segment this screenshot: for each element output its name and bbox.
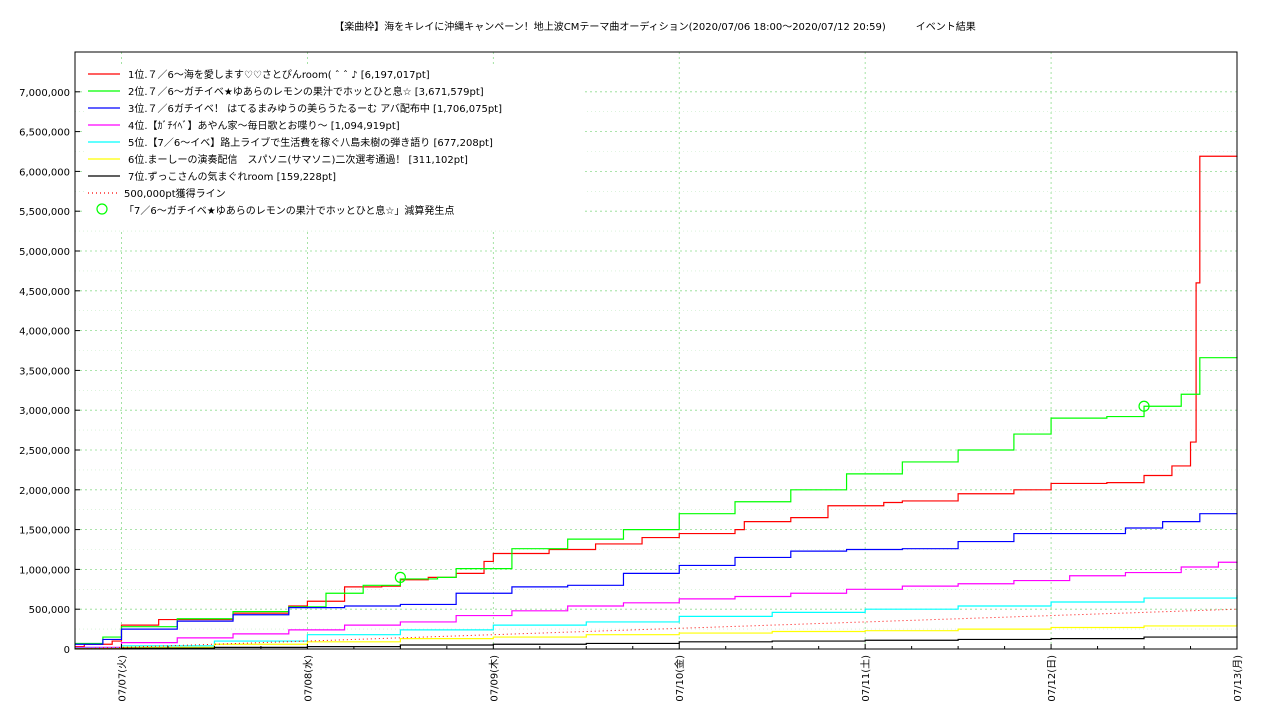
- plot-frame: [74, 51, 1238, 650]
- y-tick-label: 3,500,000: [19, 366, 70, 377]
- y-tick-label: 6,000,000: [19, 167, 70, 178]
- y-tick-label: 4,500,000: [19, 287, 70, 298]
- y-tick-label: 2,500,000: [19, 446, 70, 457]
- series-line-6: [75, 624, 1238, 650]
- y-tick-label: 500,000: [29, 605, 70, 616]
- y-tick-label: 5,000,000: [19, 247, 70, 258]
- x-tick-label: 07/10(金): [673, 655, 686, 702]
- y-tick-label: 4,000,000: [19, 327, 70, 338]
- series-line-2: [75, 356, 1238, 645]
- subtraction-markers: [394, 400, 1150, 583]
- legend-label: 3位.７／6ガチイベ！ はてるまみゆうの美らうたるーむ アバ配布中 [1,706…: [128, 102, 502, 115]
- legend-label: 6位.まーしーの演奏配信 スパソニ(サマソニ)二次選考通過！ [311,102p…: [128, 153, 468, 166]
- y-tick-label: 0: [64, 645, 70, 656]
- subtraction-marker: [394, 571, 406, 583]
- legend-label: 1位.７／6〜海を愛します♡♡さとぴんroom( ˆ ˆ ♪ [6,197,01…: [128, 68, 430, 81]
- grid: [75, 52, 1238, 650]
- axes: 0 500,000 1,000,000 1,500,000 2,000,000 2,500…: [19, 88, 1244, 702]
- y-tick-label: 2,000,000: [19, 486, 70, 497]
- x-tick-label: 07/13(月): [1232, 655, 1244, 702]
- y-tick-label: 1,000,000: [19, 565, 70, 576]
- legend-marker-swatch: [96, 203, 108, 215]
- y-tick-label: 6,500,000: [19, 128, 70, 139]
- x-tick-label: 07/07(火): [116, 655, 128, 702]
- x-tick-label: 07/12(日): [1047, 655, 1058, 702]
- y-tick-label: 1,500,000: [19, 526, 70, 537]
- x-tick-label: 07/08(水): [302, 655, 314, 702]
- legend-label: 5位.【7／6〜イベ】路上ライブで生活費を稼ぐ八島未樹の弾き語り [677,20…: [128, 136, 493, 149]
- legend-label: 2位.７／6〜ガチイベ★ゆあらのレモンの果汁でホッとひと息☆ [3,671,57…: [128, 85, 484, 98]
- legend-label: 7位.ずっこさんの気まぐれroom [159,228pt]: [128, 170, 336, 183]
- x-tick-label: 07/09(木): [488, 655, 500, 702]
- legend: 1位.７／6〜海を愛します♡♡さとぴんroom( ˆ ˆ ♪ [6,197,01…: [84, 66, 584, 230]
- series-line-7: [75, 636, 1238, 650]
- x-tick-label: 07/11(土): [859, 655, 872, 702]
- chart-title: 【楽曲枠】海をキレイに沖縄キャンペーン！地上波CMテーマ曲オーディション(202…: [334, 20, 975, 33]
- series-line-4: [75, 561, 1238, 649]
- subtraction-marker: [1138, 400, 1150, 412]
- series-lines: [74, 155, 1238, 650]
- y-tick-label: 7,000,000: [19, 88, 70, 99]
- series-line-3: [75, 513, 1238, 645]
- legend-label: 「7／6〜ガチイベ★ゆあらのレモンの果汁でホッとひと息☆」減算発生点: [124, 204, 454, 217]
- y-tick-label: 5,500,000: [19, 207, 70, 218]
- y-tick-label: 3,000,000: [19, 406, 70, 417]
- legend-box: [84, 66, 584, 230]
- series-line-5: [75, 595, 1238, 649]
- series-line-goal: [74, 608, 1238, 650]
- legend-label: 500,000pt獲得ライン: [124, 187, 226, 200]
- legend-label: 4位.【ｶﾞﾁｲﾍﾞ】あやん家〜毎日歌とお喋り〜 [1,094,919pt]: [128, 119, 400, 132]
